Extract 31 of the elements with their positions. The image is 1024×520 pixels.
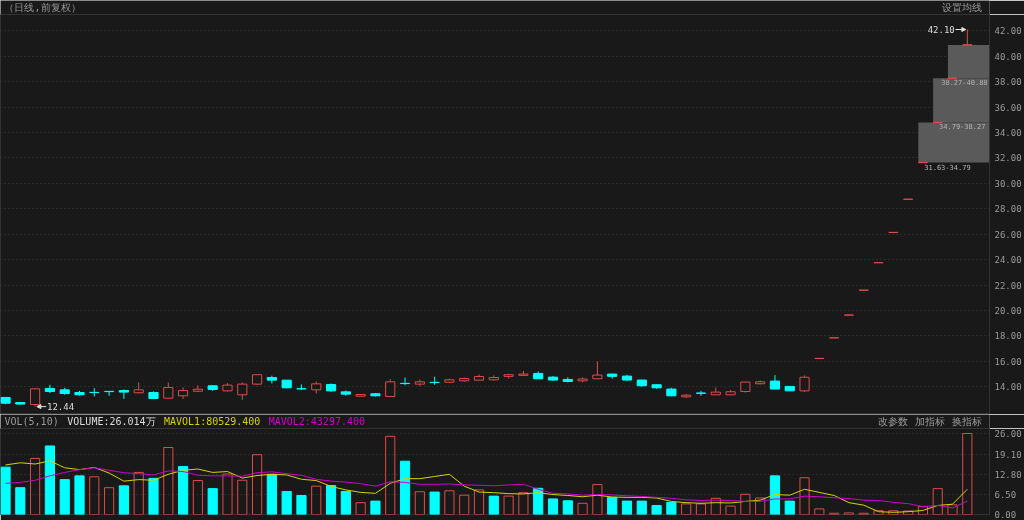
y-tick-label: 0.00 bbox=[994, 510, 1017, 520]
y-tick-label: 16.00 bbox=[994, 356, 1022, 367]
text: 设置均线 bbox=[941, 2, 982, 13]
y-tick-label: 19.10 bbox=[994, 450, 1022, 461]
y-tick-label: 14.00 bbox=[994, 382, 1022, 393]
y-tick-label: 34.00 bbox=[994, 127, 1022, 138]
y-tick-label: 26.00 bbox=[994, 229, 1022, 240]
y-tick-label: 26.00 bbox=[994, 428, 1022, 439]
text: MAVOL1:80529.400 bbox=[164, 416, 261, 427]
y-tick-label: 24.00 bbox=[994, 255, 1022, 266]
y-tick-label: 28.00 bbox=[994, 204, 1022, 215]
annotation: 12.44 bbox=[46, 402, 75, 413]
text: 加指标 bbox=[914, 416, 945, 427]
y-tick-label: 6.50 bbox=[994, 489, 1017, 500]
y-tick-label: 38.00 bbox=[994, 77, 1022, 88]
chart-subtitle: （日线,前复权） bbox=[4, 2, 81, 13]
text: 换指标 bbox=[951, 416, 982, 427]
y-tick-label: 42.00 bbox=[994, 26, 1022, 37]
annotation: 42.10 bbox=[927, 25, 955, 35]
chart-title: VOL(5,10) bbox=[4, 416, 59, 427]
y-tick-label: 36.00 bbox=[994, 102, 1022, 113]
y-tick-label: 30.00 bbox=[994, 178, 1022, 189]
y-tick-label: 20.00 bbox=[994, 305, 1022, 316]
y-tick-label: 12.80 bbox=[994, 470, 1022, 481]
text: 改参数 bbox=[877, 416, 908, 427]
text: MAVOL2:43297.400 bbox=[268, 416, 366, 427]
y-tick-label: 18.00 bbox=[994, 331, 1022, 342]
y-tick-label: 22.00 bbox=[994, 280, 1022, 291]
chart-subtitle: VOLUME:26.014万 bbox=[67, 416, 156, 427]
y-tick-label: 32.00 bbox=[994, 153, 1022, 164]
y-tick-label: 40.00 bbox=[994, 51, 1022, 62]
